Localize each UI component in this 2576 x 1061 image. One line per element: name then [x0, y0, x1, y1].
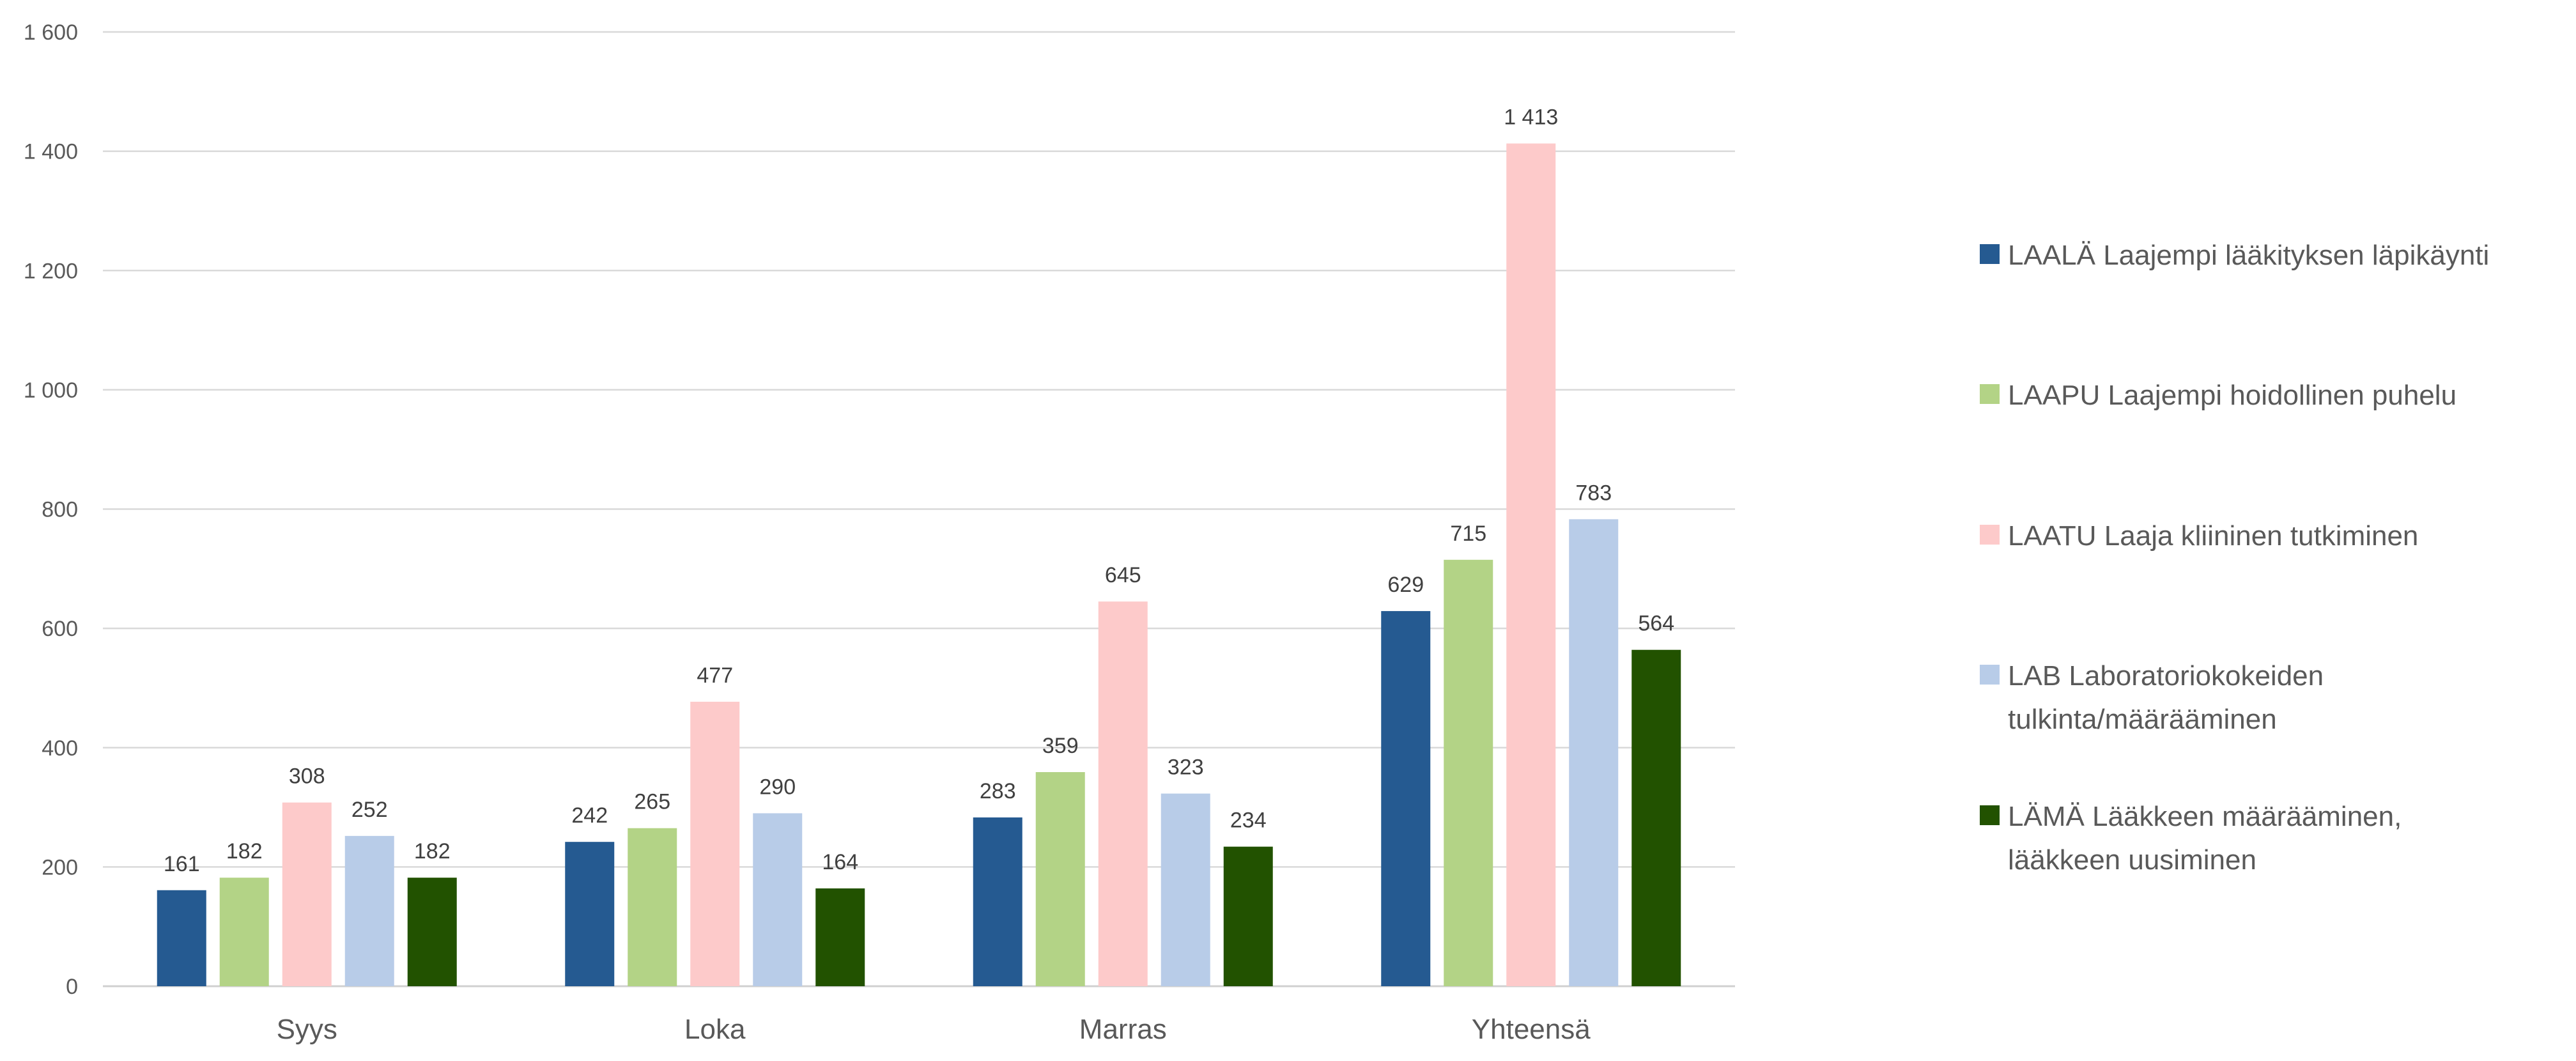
- y-tick-label: 0: [66, 975, 78, 999]
- legend-label: LÄMÄ Lääkkeen määrääminen,: [2008, 801, 2402, 832]
- bar: [1223, 846, 1273, 986]
- category-label: Loka: [684, 1014, 746, 1045]
- data-label: 283: [980, 779, 1016, 803]
- data-label: 1 413: [1504, 105, 1558, 129]
- bar: [1569, 519, 1619, 986]
- bar: [753, 813, 803, 986]
- data-label: 182: [226, 839, 263, 864]
- data-label: 242: [571, 803, 608, 828]
- legend-swatch: [1980, 525, 2000, 545]
- legend-label: LAAPU Laajempi hoidollinen puhelu: [2008, 380, 2456, 411]
- legend-swatch: [1980, 244, 2000, 264]
- legend-item: LAALÄ Laajempi lääkityksen läpikäynti: [1980, 240, 2489, 271]
- legend-swatch: [1980, 384, 2000, 404]
- bar: [1161, 793, 1210, 986]
- legend-swatch: [1980, 805, 2000, 825]
- category-label: Yhteensä: [1472, 1014, 1591, 1045]
- legend-label: LAATU Laaja kliininen tutkiminen: [2008, 520, 2418, 552]
- data-labels: 161 182 308 252 182 242 265 477 290 164 283 359 645 3…: [164, 105, 1674, 876]
- bar: [219, 878, 269, 986]
- bar: [282, 802, 332, 986]
- legend-item: LAAPU Laajempi hoidollinen puhelu: [1980, 380, 2456, 411]
- legend-item: LAB Laboratoriokokeiden tulkinta/määräämi…: [1980, 660, 2324, 735]
- category-label: Marras: [1079, 1014, 1167, 1045]
- data-label: 265: [634, 790, 670, 814]
- legend-swatch: [1980, 665, 2000, 685]
- bars: [157, 143, 1681, 986]
- y-tick-label: 800: [42, 498, 78, 522]
- bar: [1444, 559, 1493, 986]
- y-tick-label: 400: [42, 736, 78, 761]
- data-label: 164: [822, 850, 858, 874]
- bar: [1035, 772, 1085, 986]
- legend-label: lääkkeen uusiminen: [2008, 844, 2256, 876]
- category-label: Syys: [277, 1014, 337, 1045]
- legend-label: LAB Laboratoriokokeiden: [2008, 660, 2324, 692]
- y-axis-ticks: 0 200 400 600 800 1 000 1 200 1 400 1 600: [24, 20, 78, 999]
- y-tick-label: 1 600: [24, 20, 78, 45]
- bar: [565, 842, 615, 986]
- data-label: 308: [289, 764, 325, 789]
- y-tick-label: 1 200: [24, 259, 78, 283]
- data-label: 629: [1387, 573, 1424, 597]
- bar: [1381, 611, 1431, 986]
- bar: [815, 888, 865, 986]
- legend: LAALÄ Laajempi lääkityksen läpikäynti LAA…: [1980, 240, 2489, 876]
- bar: [157, 890, 206, 986]
- bar: [628, 828, 677, 986]
- data-label: 290: [759, 775, 796, 799]
- data-label: 161: [164, 852, 200, 876]
- data-label: 477: [697, 663, 733, 688]
- bar: [973, 817, 1022, 986]
- x-axis-categories: Syys Loka Marras Yhteensä: [277, 1014, 1591, 1045]
- y-tick-label: 200: [42, 855, 78, 879]
- bar: [1506, 143, 1556, 986]
- data-label: 182: [414, 839, 451, 864]
- bar: [344, 835, 394, 986]
- data-label: 323: [1168, 755, 1204, 780]
- data-label: 564: [1638, 612, 1674, 636]
- bar: [1631, 649, 1681, 986]
- data-label: 645: [1105, 563, 1141, 587]
- data-label: 715: [1450, 522, 1486, 546]
- y-tick-label: 1 000: [24, 378, 78, 403]
- legend-item: LAATU Laaja kliininen tutkiminen: [1980, 520, 2418, 552]
- bar: [407, 878, 457, 986]
- data-label: 234: [1230, 809, 1267, 833]
- bar: [690, 701, 740, 986]
- legend-item: LÄMÄ Lääkkeen määrääminen, lääkkeen uusim…: [1980, 801, 2402, 876]
- data-label: 359: [1042, 734, 1079, 758]
- y-tick-label: 1 400: [24, 140, 78, 164]
- data-label: 252: [351, 798, 388, 822]
- bar: [1098, 601, 1148, 986]
- data-label: 783: [1575, 481, 1612, 505]
- legend-label: LAALÄ Laajempi lääkityksen läpikäynti: [2008, 240, 2489, 271]
- y-tick-label: 600: [42, 617, 78, 641]
- legend-label: tulkinta/määrääminen: [2008, 704, 2277, 735]
